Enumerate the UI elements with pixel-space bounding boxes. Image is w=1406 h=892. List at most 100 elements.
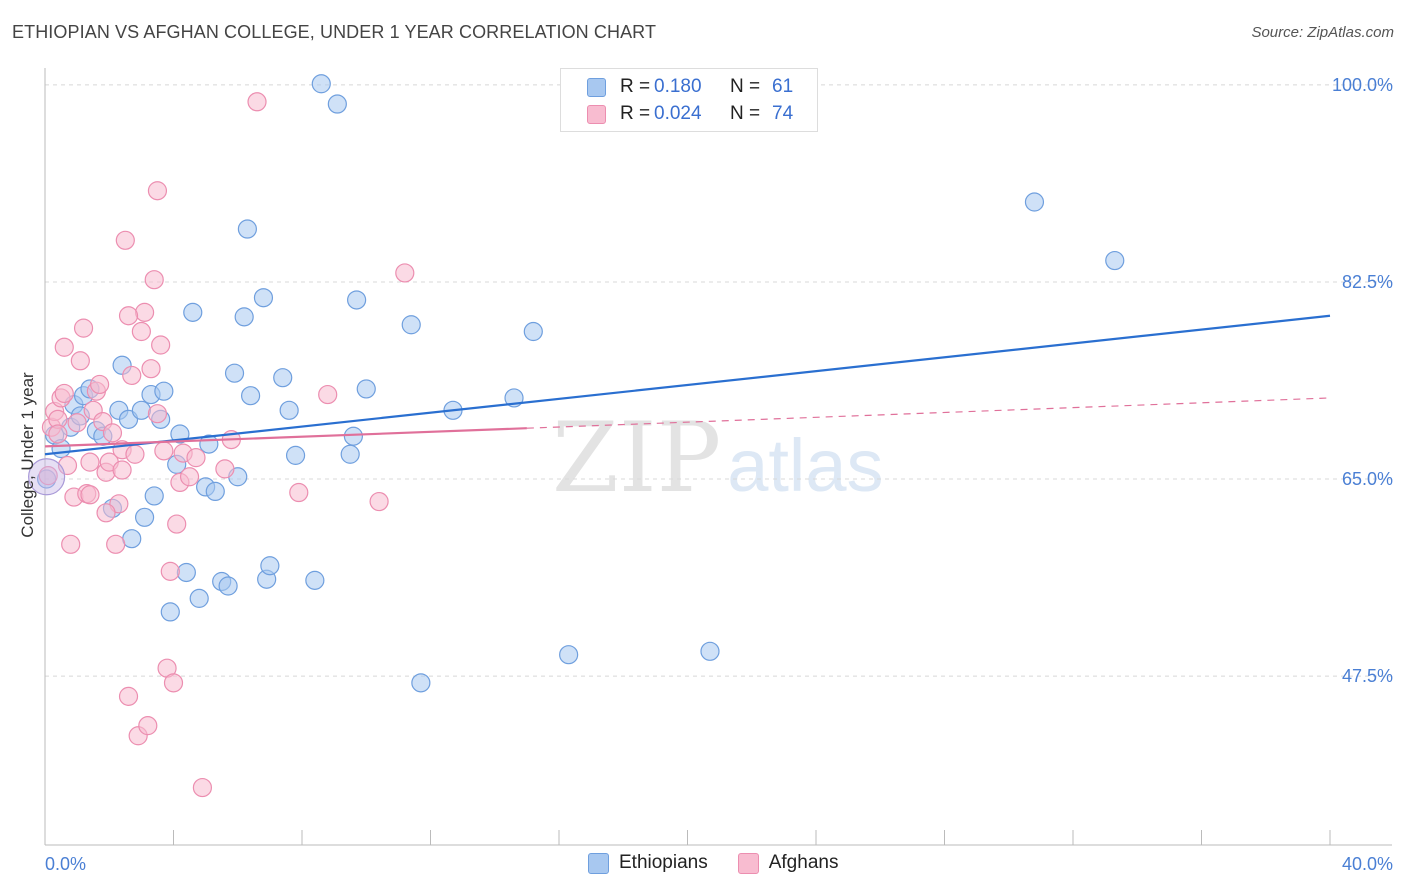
afghans-point [163, 673, 184, 693]
afghans-point [247, 92, 267, 112]
afghans-point [54, 337, 74, 357]
afghans-point [80, 485, 100, 505]
legend-item-afghans[interactable]: Afghans [737, 852, 839, 874]
r-label: R = [620, 103, 651, 124]
afghans-point [167, 514, 187, 534]
ethiopians-point [176, 562, 196, 583]
afghans-point [134, 302, 155, 322]
ethiopians-point [559, 645, 579, 665]
afghans-point [70, 351, 90, 371]
n-label: N = [730, 103, 761, 124]
afghans-point [112, 460, 132, 480]
ethiopians-point [131, 400, 151, 420]
afghans-point [38, 466, 58, 486]
afghans-point [318, 384, 338, 405]
ethiopians-point [122, 529, 142, 549]
afghans-point [147, 404, 168, 424]
y-tick-label: 82.5% [1342, 272, 1393, 292]
ethiopians-point [285, 445, 306, 465]
ethiopians-point [241, 386, 261, 406]
ethiopians-point [237, 219, 257, 239]
afghans-point [179, 467, 200, 487]
afghans-point [96, 503, 116, 523]
r-value: 0.024 [654, 103, 702, 124]
afghans-point [122, 365, 142, 386]
afghans-point [154, 441, 174, 461]
afghans-point [90, 374, 110, 395]
stats-legend: R = 0.180 N = 61 R = 0.024 N = 74 [560, 68, 818, 132]
watermark-zip: ZIP [552, 402, 722, 514]
afghans-point [144, 270, 164, 290]
r-value: 0.180 [654, 76, 702, 97]
ethiopians-point [205, 481, 225, 502]
n-label: N = [730, 76, 761, 97]
n-value: 74 [772, 103, 794, 124]
r-label: R = [620, 76, 651, 97]
legend-label-afghans: Afghans [768, 852, 839, 873]
afghans-point [186, 448, 206, 468]
afghans-point [67, 413, 87, 433]
afghans-point [48, 424, 68, 444]
n-value: 61 [772, 76, 794, 97]
ethiopians-point [154, 381, 174, 401]
ethiopians-point [1105, 250, 1125, 271]
ethiopians-point [160, 602, 180, 622]
afghans-point [115, 230, 135, 250]
legend-swatch-afghans [737, 852, 759, 874]
afghans-point [147, 181, 168, 201]
ethiopians-point [305, 570, 325, 590]
ethiopians-point [340, 444, 360, 464]
ethiopians-point [343, 426, 363, 446]
afghans-point [80, 452, 100, 472]
ethiopians-point [189, 588, 209, 608]
ethiopians-point [700, 641, 720, 661]
ethiopians-point [327, 94, 347, 114]
ethiopians-point [260, 556, 280, 576]
afghans-point [73, 318, 94, 338]
afghans-point [125, 444, 145, 464]
afghans-point [369, 491, 389, 512]
legend-label-ethiopians: Ethiopians [619, 852, 708, 873]
ethiopians-trend-line [44, 314, 1331, 456]
ethiopians-point [347, 290, 367, 310]
y-tick-label: 65.0% [1342, 469, 1393, 489]
legend-swatch-ethiopians [588, 852, 609, 874]
ethiopians-swatch [587, 77, 606, 97]
chart-title: ETHIOPIAN VS AFGHAN COLLEGE, UNDER 1 YEA… [12, 22, 657, 42]
ethiopians-point [234, 307, 254, 327]
afghans-point [102, 423, 123, 443]
afghans-point [118, 306, 139, 326]
ethiopians-point [134, 507, 155, 527]
watermark: ZIPatlas [552, 402, 884, 514]
ethiopians-point [1024, 192, 1045, 212]
ethiopians-point [279, 400, 299, 420]
y-axis-label: College, Under 1 year [18, 372, 37, 538]
watermark-atlas: atlas [727, 424, 884, 507]
series-legend: Ethiopians Afghans [588, 852, 868, 874]
x-tick-label: 40.0% [1342, 854, 1393, 874]
stats-row-ethiopians: R = 0.180 N = 61 [587, 75, 793, 99]
afghans-point [138, 716, 158, 736]
afghans-point [118, 686, 139, 706]
afghans-point [61, 534, 81, 554]
afghans-point [151, 335, 171, 355]
afghans-point [215, 459, 235, 479]
ethiopians-point [253, 288, 274, 308]
source-label: Source: ZipAtlas.com [1251, 24, 1394, 41]
ethiopians-point [523, 321, 543, 342]
afghans-trend-line [44, 427, 527, 448]
afghans-trend-line-extension [526, 397, 1331, 429]
afghans-swatch [587, 104, 606, 124]
ethiopians-point [144, 486, 164, 506]
afghans-point [395, 263, 415, 283]
stats-row-afghans: R = 0.024 N = 74 [587, 102, 793, 126]
afghans-point [141, 359, 161, 379]
x-tick-label: 0.0% [45, 854, 86, 874]
afghans-point [54, 383, 74, 404]
ethiopians-point [411, 673, 431, 693]
ethiopians-point [218, 576, 238, 596]
ethiopians-point [401, 315, 421, 335]
legend-item-ethiopians[interactable]: Ethiopians [588, 852, 708, 874]
ethiopians-point [183, 302, 203, 322]
